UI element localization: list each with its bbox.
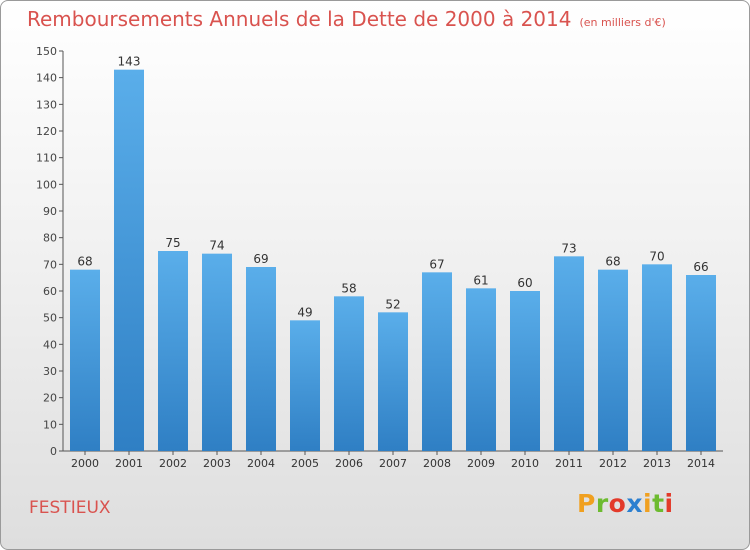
x-tick-label: 2005 <box>291 457 319 470</box>
y-tick-label: 80 <box>43 232 57 245</box>
x-tick-label: 2000 <box>71 457 99 470</box>
commune-name: FESTIEUX <box>29 498 111 518</box>
data-label: 68 <box>77 255 92 269</box>
logo-letter: o <box>608 489 627 518</box>
chart-title-text: Remboursements Annuels de la Dette de 20… <box>27 7 572 31</box>
bar-2006 <box>334 296 364 451</box>
x-tick-label: 2008 <box>423 457 451 470</box>
x-tick-label: 2010 <box>511 457 539 470</box>
data-label: 52 <box>385 297 400 311</box>
data-label: 61 <box>473 273 488 287</box>
bar-2000 <box>70 269 100 451</box>
x-tick-label: 2009 <box>467 457 495 470</box>
bar-2008 <box>422 272 452 451</box>
y-tick-label: 70 <box>43 258 57 271</box>
chart-title: Remboursements Annuels de la Dette de 20… <box>27 7 666 31</box>
chart-data-labels: 68 143 75 74 69 49 58 52 67 61 60 73 68 70 66 <box>77 55 708 320</box>
y-tick-label: 100 <box>36 178 57 191</box>
x-tick-label: 2011 <box>555 457 583 470</box>
x-tick-label: 2003 <box>203 457 231 470</box>
bar-2011 <box>554 256 584 451</box>
x-tick-label: 2014 <box>687 457 715 470</box>
data-label: 75 <box>165 236 180 250</box>
y-tick-label: 10 <box>43 418 57 431</box>
y-tick-label: 140 <box>36 72 57 85</box>
y-tick-label: 20 <box>43 392 57 405</box>
logo-letter: x <box>626 489 643 518</box>
y-tick-label: 40 <box>43 338 57 351</box>
x-tick-label: 2012 <box>599 457 627 470</box>
proxiti-logo: Proxiti <box>577 489 674 518</box>
data-label: 69 <box>253 252 268 266</box>
y-tick-label: 120 <box>36 125 57 138</box>
y-tick-label: 60 <box>43 285 57 298</box>
y-tick-label: 90 <box>43 205 57 218</box>
bar-2007 <box>378 312 408 451</box>
x-tick-label: 2006 <box>335 457 363 470</box>
data-label: 67 <box>429 257 444 271</box>
y-tick-label: 30 <box>43 365 57 378</box>
y-tick-label: 130 <box>36 98 57 111</box>
data-label: 66 <box>693 260 708 274</box>
bar-2003 <box>202 253 232 451</box>
data-label: 74 <box>209 239 224 253</box>
bar-2002 <box>158 251 188 451</box>
data-label: 143 <box>118 55 141 69</box>
chart-axes: 0 10 20 30 40 50 60 70 80 90 100 110 120 130 140 150 200… <box>36 45 723 470</box>
chart-bars <box>70 69 716 452</box>
y-tick-label: 150 <box>36 45 57 58</box>
data-label: 60 <box>517 276 532 290</box>
x-tick-label: 2013 <box>643 457 671 470</box>
y-tick-label: 110 <box>36 152 57 165</box>
x-tick-label: 2007 <box>379 457 407 470</box>
data-label: 73 <box>561 241 576 255</box>
data-label: 49 <box>297 305 312 319</box>
x-tick-label: 2001 <box>115 457 143 470</box>
data-label: 70 <box>649 249 664 263</box>
logo-letter: r <box>595 489 609 518</box>
bar-2013 <box>642 264 672 451</box>
logo-letter: P <box>577 489 596 518</box>
bar-2001 <box>114 69 144 452</box>
bar-2009 <box>466 288 496 451</box>
x-tick-label: 2004 <box>247 457 275 470</box>
logo-letter: i <box>643 489 653 518</box>
y-tick-label: 50 <box>43 312 57 325</box>
x-tick-label: 2002 <box>159 457 187 470</box>
logo-letter: t <box>652 489 665 518</box>
data-label: 58 <box>341 281 356 295</box>
chart-subtitle: (en milliers d'€) <box>579 16 666 29</box>
bar-2004 <box>246 267 276 451</box>
bar-2012 <box>598 269 628 451</box>
data-label: 68 <box>605 255 620 269</box>
bar-2005 <box>290 320 320 451</box>
bar-2010 <box>510 291 540 451</box>
y-tick-label: 0 <box>50 445 57 458</box>
bar-2014 <box>686 275 716 451</box>
logo-letter: i <box>664 489 674 518</box>
